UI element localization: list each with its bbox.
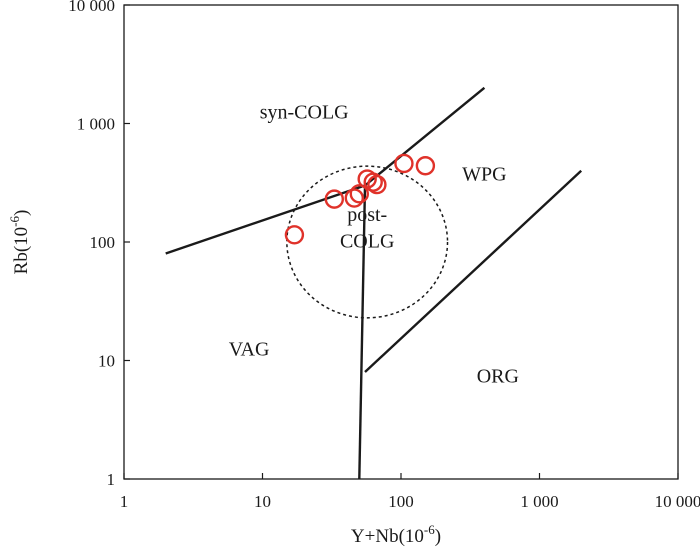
region-label-org: ORG	[477, 366, 519, 388]
y-tick-label: 1	[107, 470, 116, 489]
x-axis-title: Y+Nb(10-6)	[351, 522, 441, 547]
y-axis-title: Rb(10-6)	[7, 210, 32, 275]
x-tick-label: 100	[388, 492, 414, 511]
sample-point	[284, 225, 305, 245]
x-axis-title-part: -6	[424, 522, 435, 537]
wpg-org-boundary	[364, 169, 583, 373]
x-tick-label: 10 000	[655, 492, 700, 511]
region-label-post-colg-line1: post-	[347, 204, 387, 226]
vag-orG-vertical-boundary	[358, 185, 367, 480]
sample-point	[363, 172, 383, 192]
region-label-syn-colg: syn-COLG	[260, 102, 349, 124]
y-tick-label: 10 000	[68, 0, 115, 15]
plot-frame	[123, 4, 679, 480]
wpg-syncolg-boundary	[364, 86, 486, 187]
post-colg-field-ellipse	[286, 165, 449, 319]
sample-point	[415, 156, 436, 176]
sample-point	[367, 174, 387, 195]
x-tick-label: 1	[120, 492, 129, 511]
sample-point	[394, 153, 414, 174]
sample-point	[324, 189, 345, 209]
y-axis-title-part: )	[11, 210, 32, 216]
y-axis-title-part: Rb(10	[11, 227, 32, 275]
y-tick-label: 100	[90, 233, 116, 252]
region-label-post-colg-line2: COLG	[340, 230, 394, 252]
x-axis-title-part: )	[435, 526, 441, 547]
sample-point	[349, 184, 370, 204]
region-label-wpg: WPG	[462, 164, 506, 186]
x-axis-title-part: Y+Nb(10	[351, 526, 424, 547]
x-tick-label: 1 000	[520, 492, 558, 511]
y-axis-title-part: -6	[7, 216, 22, 227]
vag-syncolg-boundary	[165, 184, 366, 255]
y-tick-label: 1 000	[77, 115, 115, 134]
region-label-vag: VAG	[229, 339, 270, 361]
y-tick-label: 10	[98, 352, 115, 371]
sample-point	[344, 188, 364, 208]
x-tick-label: 10	[254, 492, 271, 511]
